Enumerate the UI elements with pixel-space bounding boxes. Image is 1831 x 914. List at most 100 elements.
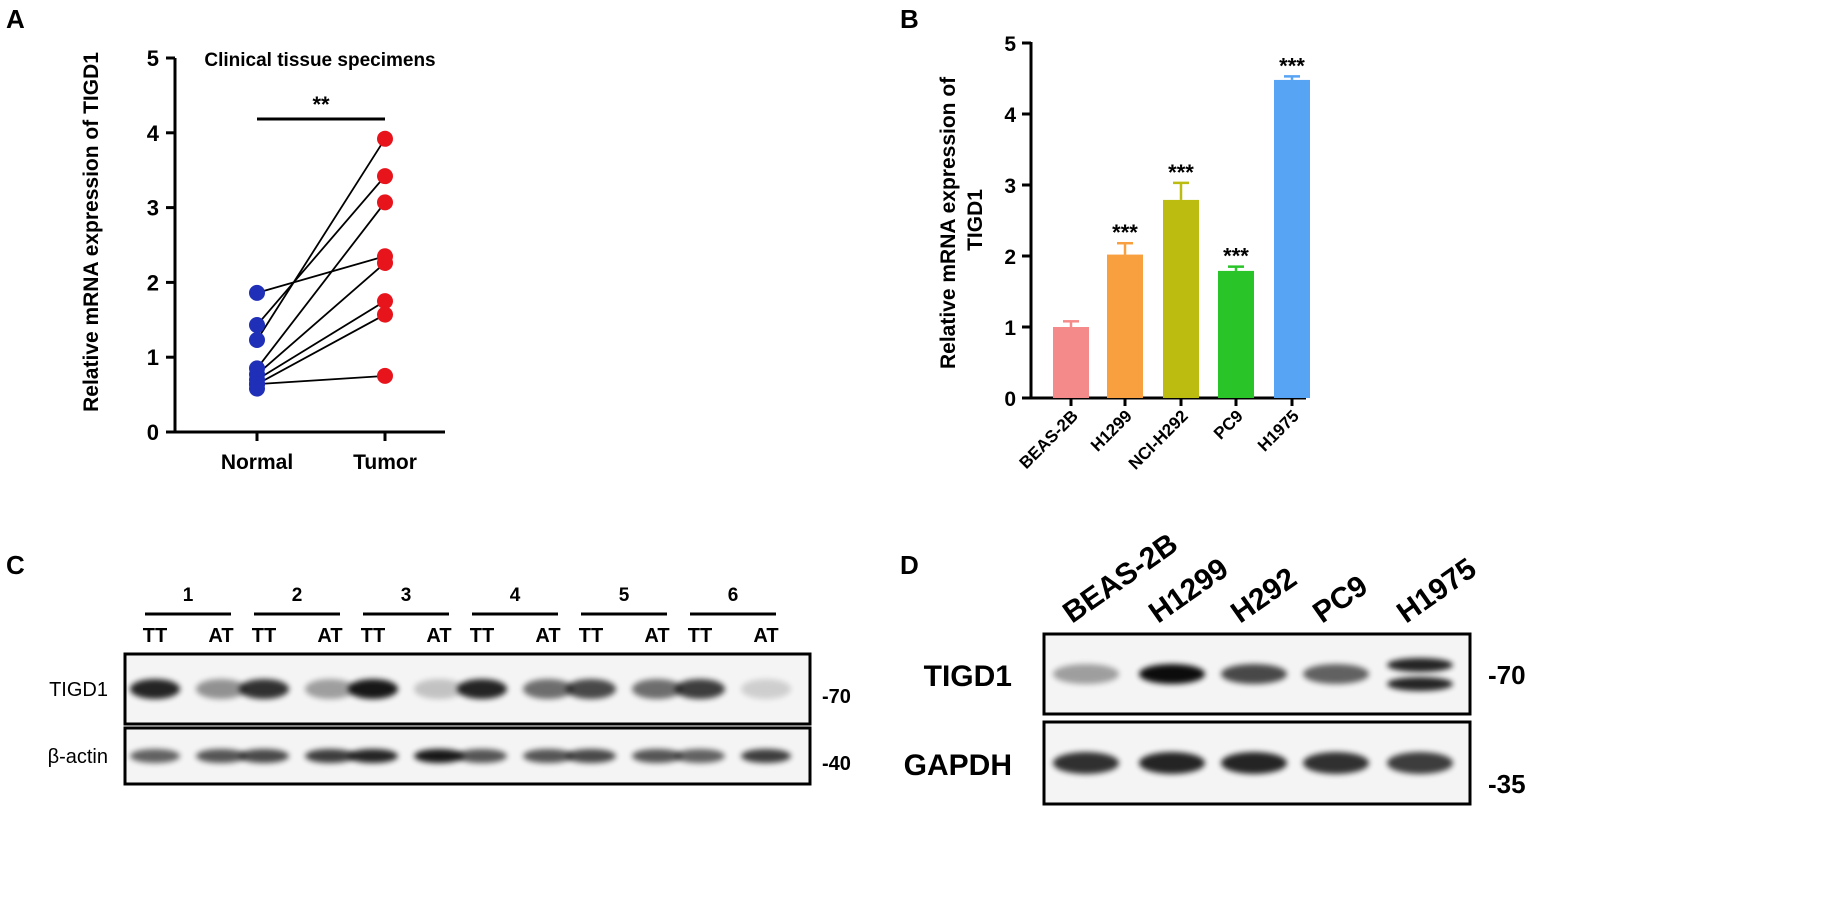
blot-c-band (348, 749, 398, 763)
blot-c-lane-label: TT (470, 625, 494, 647)
blot-c-lane-label: TT (688, 625, 712, 647)
chart-a-pair-line (256, 255, 386, 294)
blot-c-lane-label: AT (753, 625, 778, 647)
blot-c-band (239, 679, 289, 699)
panel-letter-c: C (6, 550, 25, 580)
blot-c-band (196, 679, 246, 699)
chart-a-category-label: Normal (221, 451, 293, 474)
chart-a-normal-point (249, 284, 265, 301)
chart-a-pair-line (256, 375, 386, 386)
blot-c-band (741, 679, 791, 699)
blot-c-band (196, 749, 246, 763)
blot-d-band (1387, 658, 1453, 672)
blot-c-band (566, 749, 616, 763)
chart-b-ytick-label: 3 (1004, 175, 1016, 198)
blot-c-marker: -40 (822, 753, 851, 775)
blot-c-band (523, 749, 573, 763)
chart-b-significance: *** (1168, 160, 1194, 185)
chart-b-ytick-label: 0 (1004, 388, 1016, 411)
chart-b-category-label: NCI-H292 (1125, 406, 1192, 473)
chart-b-significance: *** (1112, 220, 1138, 245)
chart-b-bar (1053, 327, 1089, 398)
blot-d-lane-label: H1975 (1391, 552, 1482, 630)
chart-b-ytick-label: 2 (1004, 246, 1016, 269)
chart-b-bar (1274, 79, 1310, 399)
blot-c-band (632, 679, 682, 699)
chart-a-tumor-point (377, 194, 393, 211)
blot-d-band (1139, 664, 1205, 684)
chart-a-ytick-label: 0 (147, 420, 159, 445)
chart-a-ytick-label: 3 (147, 196, 159, 221)
panel-letter-b: B (900, 4, 919, 34)
blot-c-band (457, 749, 507, 763)
chart-a-pair-line (256, 138, 386, 341)
chart-a-ytick-label: 4 (147, 121, 160, 146)
chart-b-ytick-label: 4 (1004, 104, 1016, 127)
paired-scatter-chart: Clinical tissue specimens Relative mRNA … (80, 46, 445, 474)
chart-a-tumor-point (377, 168, 393, 185)
bar-chart: Relative mRNA expression of TIGD1 0 1 2 3 4 5… (937, 33, 1310, 473)
blot-c-lane-label: AT (644, 625, 669, 647)
blot-c-row-label: β-actin (48, 746, 108, 768)
chart-b-significance: *** (1279, 53, 1305, 78)
chart-a-ytick-label: 5 (147, 46, 159, 71)
chart-b-bar (1218, 270, 1254, 398)
blot-c-sample-number: 2 (292, 585, 303, 606)
chart-a-pair-line (256, 175, 386, 326)
blot-d-marker: -70 (1488, 660, 1526, 690)
blot-d-band (1303, 664, 1369, 684)
chart-a-ytick-label: 1 (147, 345, 159, 370)
chart-b-category-label: H1299 (1087, 406, 1136, 455)
blot-c-band (305, 679, 355, 699)
blot-d-lane-label: H292 (1225, 562, 1303, 630)
blot-c-sample-number: 6 (728, 585, 739, 606)
blot-d-row-label: GAPDH (904, 749, 1012, 782)
chart-a-pair-line (256, 313, 386, 385)
blot-d-band (1387, 752, 1453, 774)
blot-d-band (1053, 752, 1119, 774)
blot-c-sample-number: 5 (619, 585, 630, 606)
blot-c-lane-label: AT (426, 625, 451, 647)
blot-c-lane-label: TT (143, 625, 167, 647)
blot-c-band (457, 679, 507, 699)
blot-c-band (305, 749, 355, 763)
blot-d-row-label: TIGD1 (924, 660, 1012, 693)
chart-a-tumor-point (377, 293, 393, 310)
chart-a-pair-line (256, 300, 386, 381)
blot-d-band (1139, 752, 1205, 774)
chart-a-tumor-point (377, 306, 393, 323)
blot-c-lane-label: TT (361, 625, 385, 647)
blot-c-band (741, 749, 791, 763)
chart-b-ylabel: Relative mRNA expression of TIGD1 (937, 71, 987, 369)
blot-c-band (675, 749, 725, 763)
western-blot-c: 1 2 3 4 5 6 TT AT TT AT TT AT TT AT TT AT TT AT TIGD1 -70… (48, 585, 851, 786)
blot-d-band (1387, 677, 1453, 691)
chart-a-tumor-point (377, 130, 393, 147)
chart-b-ytick-label: 5 (1004, 33, 1016, 56)
blot-c-band (566, 679, 616, 699)
blot-c-band (632, 749, 682, 763)
blot-d-band (1303, 752, 1369, 774)
blot-c-sample-number: 4 (510, 585, 521, 606)
blot-c-band (130, 749, 180, 763)
chart-b-significance: *** (1223, 244, 1249, 269)
chart-b-category-label: PC9 (1210, 406, 1247, 443)
chart-a-ylabel: Relative mRNA expression of TIGD1 (80, 52, 103, 412)
panel-letter-d: D (900, 550, 919, 580)
panel-letter-a: A (6, 4, 25, 34)
blot-c-band (239, 749, 289, 763)
blot-c-band (523, 679, 573, 699)
blot-c-marker: -70 (822, 686, 851, 708)
chart-b-bar (1163, 199, 1199, 398)
blot-c-band (414, 679, 464, 699)
blot-c-sample-number: 3 (401, 585, 412, 606)
chart-a-normal-point (249, 331, 265, 348)
blot-c-band (130, 679, 180, 699)
chart-b-category-label: BEAS-2B (1016, 406, 1082, 472)
chart-a-normal-point (249, 380, 265, 397)
blot-c-lane-label: AT (317, 625, 342, 647)
blot-c-lane-label: TT (579, 625, 603, 647)
chart-a-normal-point (249, 317, 265, 334)
